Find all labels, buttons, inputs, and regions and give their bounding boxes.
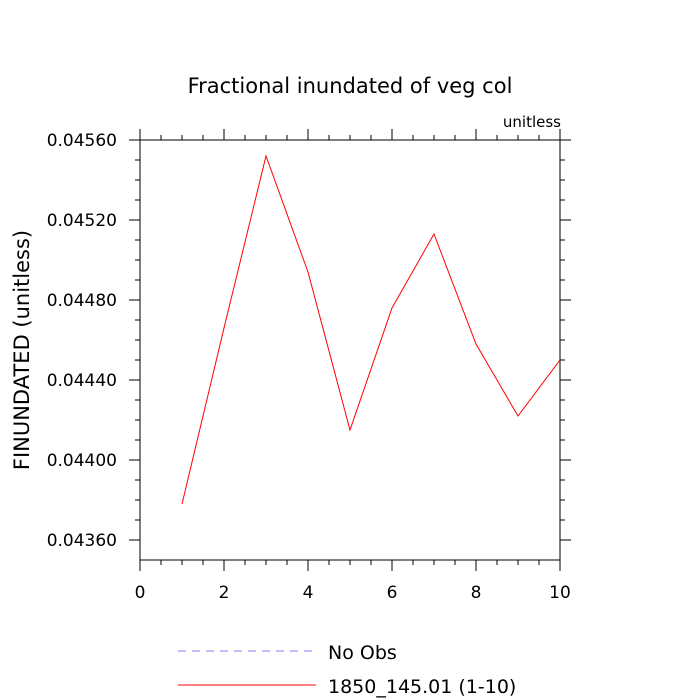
y-tick-label: 0.04560 xyxy=(47,131,117,151)
plot-frame xyxy=(139,139,561,561)
series-line xyxy=(181,154,561,505)
legend: No Obs 1850_145.01 (1-10) xyxy=(178,642,516,698)
series-layer xyxy=(181,154,561,505)
y-tick-label: 0.04360 xyxy=(47,531,117,551)
x-tick-label: 0 xyxy=(135,583,146,603)
x-tick-label: 6 xyxy=(387,583,398,603)
units-label: unitless xyxy=(503,113,561,131)
x-tick-label: 10 xyxy=(549,583,571,603)
x-tick-label: 8 xyxy=(471,583,482,603)
legend-label: 1850_145.01 (1-10) xyxy=(328,676,516,698)
y-tick-label: 0.04520 xyxy=(47,211,117,231)
y-tick-label: 0.04480 xyxy=(47,291,117,311)
axes: 0 2 4 6 8 10 0.04360 0.04400 0.04440 0.04480 0.045… xyxy=(47,129,571,603)
y-axis-label: FINUNDATED (unitless) xyxy=(10,230,34,470)
x-tick-label: 4 xyxy=(303,583,314,603)
chart-title: Fractional inundated of veg col xyxy=(188,74,513,98)
x-tick-label: 2 xyxy=(219,583,230,603)
y-tick-label: 0.04440 xyxy=(47,371,117,391)
legend-label: No Obs xyxy=(328,642,397,664)
y-tick-label: 0.04400 xyxy=(47,451,117,471)
